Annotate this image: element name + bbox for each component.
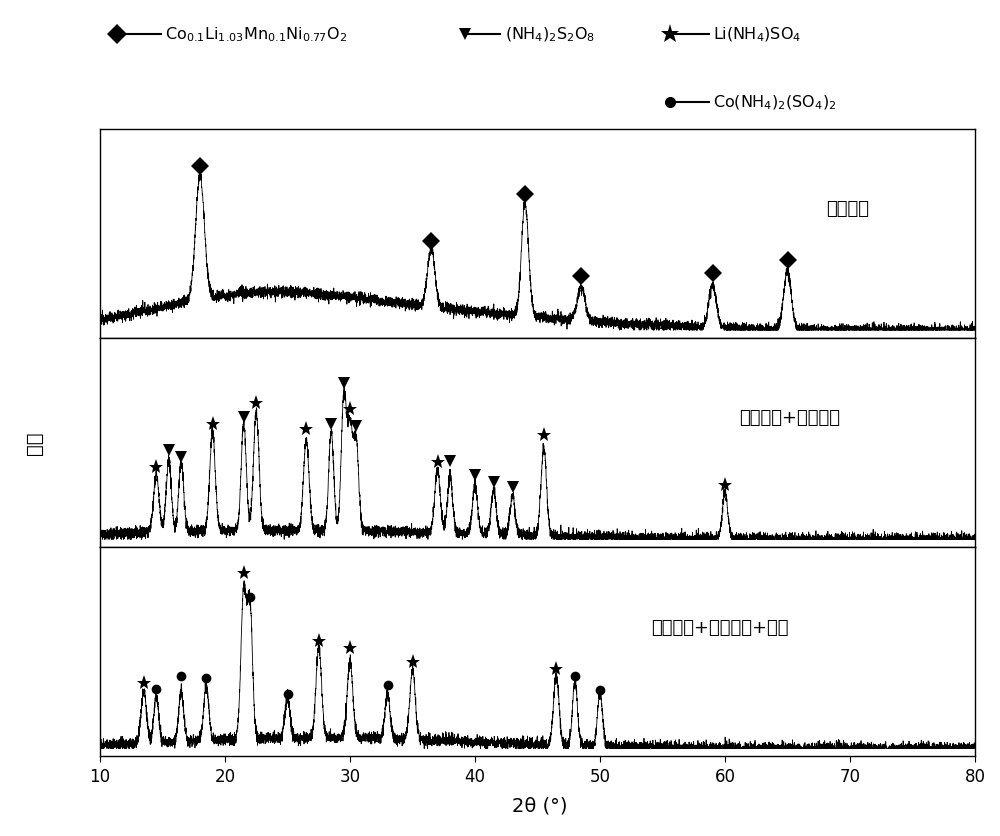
Text: 正极材料+过硫酸鐵: 正极材料+过硫酸鐵	[739, 409, 840, 427]
Text: 强度: 强度	[25, 431, 44, 455]
Text: (NH$_4$)$_2$S$_2$O$_8$: (NH$_4$)$_2$S$_2$O$_8$	[505, 26, 595, 44]
Text: Co$_{0.1}$Li$_{1.03}$Mn$_{0.1}$Ni$_{0.77}$O$_2$: Co$_{0.1}$Li$_{1.03}$Mn$_{0.1}$Ni$_{0.77…	[165, 26, 348, 44]
Text: 正极材料+过硫酸鐵+蔗糖: 正极材料+过硫酸鐵+蔗糖	[651, 618, 789, 636]
Text: Co(NH$_4$)$_2$(SO$_4$)$_2$: Co(NH$_4$)$_2$(SO$_4$)$_2$	[713, 94, 837, 112]
Text: Li(NH$_4$)SO$_4$: Li(NH$_4$)SO$_4$	[713, 26, 802, 44]
Text: 2θ (°): 2θ (°)	[512, 796, 568, 815]
Text: 正极材料: 正极材料	[826, 200, 869, 218]
